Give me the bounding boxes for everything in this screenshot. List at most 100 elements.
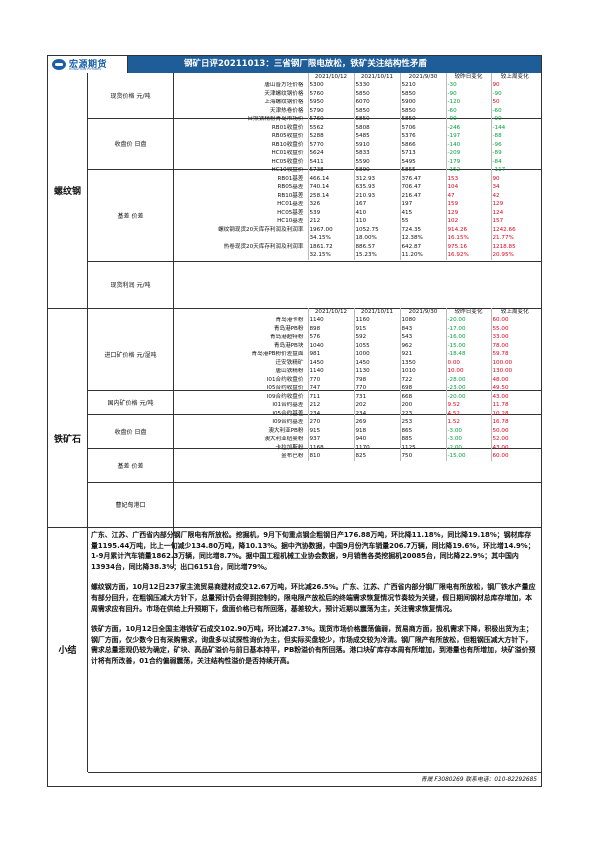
column-header: 较昨日变化	[446, 73, 492, 82]
row-label: 澳大利亚纽曼粉	[174, 435, 309, 444]
cell-value: -15.00	[446, 342, 492, 351]
cell-value: 668	[400, 393, 447, 402]
cell-value: 1861.72	[308, 243, 355, 252]
table-row: 金布巴粉 810 825 750 -15.00 60.00	[174, 452, 538, 461]
table-row: 唐山铁精粉 1140 1130 1010 10.00 130.00	[174, 367, 538, 376]
cell-value: 216.47	[400, 192, 447, 201]
cell-value: -90	[492, 116, 502, 123]
cell-value: 5210	[400, 81, 447, 90]
cell-value: 223	[400, 410, 447, 419]
summary-paragraph: 螺纹钢方面，10月12日237家主流贸易商建材成交12.67万吨，环比减26.5…	[91, 583, 536, 613]
column-header: 2021/10/12	[308, 73, 355, 82]
table-header-row: 2021/10/12 2021/10/11 2021/9/30 较昨日变化 较上周变化	[174, 73, 538, 82]
cell-value: 15.23%	[354, 251, 401, 260]
cell-value: 60.00	[492, 453, 509, 460]
cell-value: 5850	[400, 90, 447, 99]
cell-value: 159	[446, 200, 492, 209]
summary-text: 广东、江苏、广西省内部分钢厂限电有所放松。挖掘机，9月下旬重点钢企粗钢日产176…	[91, 530, 537, 677]
logo-english: HONGYUAN FUTURES	[69, 67, 102, 71]
cell-value: -23.00	[446, 384, 492, 393]
cell-value: 5411	[308, 158, 355, 167]
cell-value: 5562	[308, 124, 355, 133]
cell-value: 104	[446, 183, 492, 192]
row-label: I05合约收盘价	[174, 384, 309, 393]
row-label: HC01基差	[174, 200, 309, 209]
cell-value: -15.00	[446, 452, 492, 461]
cell-value: 642.87	[400, 243, 447, 252]
cell-value: 55.00	[492, 325, 509, 332]
cell-value: 1170	[354, 444, 401, 453]
cell-value: 711	[308, 393, 355, 402]
cell-value: -88	[492, 133, 502, 140]
row-label: 天津螺纹钢价格	[174, 90, 309, 99]
footer-contact: 青晟 F3080269 联系电话：010-82292685	[88, 772, 541, 787]
cell-value: 90	[492, 82, 500, 89]
cell-value: 1168	[308, 444, 355, 453]
cell-value: -3.00	[446, 435, 492, 444]
cell-value: 10.28	[492, 410, 509, 417]
row-label: I09合约基差	[174, 418, 309, 427]
cell-value: 5850	[400, 115, 447, 124]
table-row: 卡拉加斯粉 1168 1170 1125 -2.00 43.00	[174, 444, 538, 453]
group-label: 国内矿价格 元/吨	[88, 390, 174, 414]
row-label	[174, 251, 309, 260]
column-header: 2021/10/11	[354, 73, 401, 82]
cell-value: 50.00	[492, 427, 509, 434]
cell-value: 885	[400, 435, 447, 444]
cell-value: 937	[308, 435, 355, 444]
cell-value: -20.00	[446, 316, 492, 325]
cell-value: 212	[308, 401, 355, 410]
cell-value: 410	[354, 209, 401, 218]
cell-value: -30	[446, 81, 492, 90]
row-label: HC05收盘价	[174, 158, 309, 167]
table-row: 澳大利亚PB粉 915 918 865 -3.00 50.00	[174, 427, 538, 436]
summary-label: 小结	[48, 527, 88, 772]
cell-value: 16.92%	[446, 251, 492, 260]
group-label: 曹妃甸港口	[88, 482, 174, 527]
cell-value: 5770	[308, 141, 355, 150]
row-label: 卡拉加斯粉	[174, 444, 309, 453]
cell-value: 90	[492, 175, 500, 182]
cell-value: 197	[400, 200, 447, 209]
table-row: RB01收盘价 5562 5808 5706 -246 -144	[174, 124, 538, 133]
cell-value: 5850	[354, 115, 401, 124]
cell-value: 253	[400, 418, 447, 427]
table-row: 青岛港PB粉价差盘面 981 1000 921 -18.48 59.78	[174, 350, 538, 359]
cell-value: 635.93	[354, 183, 401, 192]
table-row: 日照铁精粉青岛市场价 5760 5850 5850 -90 -90	[174, 115, 538, 124]
table-row: 唐山普方坯价格 5300 5330 5210 -30 90	[174, 81, 538, 90]
cell-value: 698	[400, 384, 447, 393]
cell-value: 5890	[354, 166, 401, 175]
cell-value: 129	[446, 209, 492, 218]
cell-value: -20.00	[446, 393, 492, 402]
table-row: HC01基差 326 167 197 159 129	[174, 200, 538, 209]
table-row: 迁安铁精矿 1450 1450 1350 0.00 100.00	[174, 359, 538, 368]
group-label: 收盘价 日盘	[88, 414, 174, 448]
cell-value: -3.00	[446, 427, 492, 436]
cell-value: 810	[308, 452, 355, 461]
cell-value: 1242.66	[492, 226, 516, 233]
table-row: I05合约基差 234 234 223 4.52 10.28	[174, 410, 538, 419]
cell-value: 52.00	[492, 436, 509, 443]
table-row: RB10基差 258.14 210.93 216.47 47 42	[174, 192, 538, 201]
cell-value: -209	[446, 149, 492, 158]
table-row: 天津螺纹钢价格 5760 5850 5850 -90 -90	[174, 90, 538, 99]
cell-value: 5790	[308, 107, 355, 116]
cell-value: 12.38%	[400, 234, 447, 243]
table-row: 青岛港PB块 1040 1055 962 -15.00 78.00	[174, 342, 538, 351]
cell-value: 825	[354, 452, 401, 461]
cell-value: 975.16	[446, 243, 492, 252]
table-row: 青岛港卡粉 1140 1160 1080 -20.00 60.00	[174, 316, 538, 325]
cell-value: 1218.85	[492, 243, 516, 250]
cell-value: -60	[446, 107, 492, 116]
cell-value: 5760	[308, 90, 355, 99]
cell-value: 34.15%	[308, 234, 355, 243]
cell-value: 269	[354, 418, 401, 427]
cell-value: 0.00	[446, 359, 492, 368]
row-label: RB05收盘价	[174, 132, 309, 141]
cell-value: -179	[446, 158, 492, 167]
cell-value: 770	[354, 384, 401, 393]
cell-value: -117	[492, 167, 506, 174]
cell-value: -84	[492, 158, 502, 165]
cell-value: 1350	[400, 359, 447, 368]
